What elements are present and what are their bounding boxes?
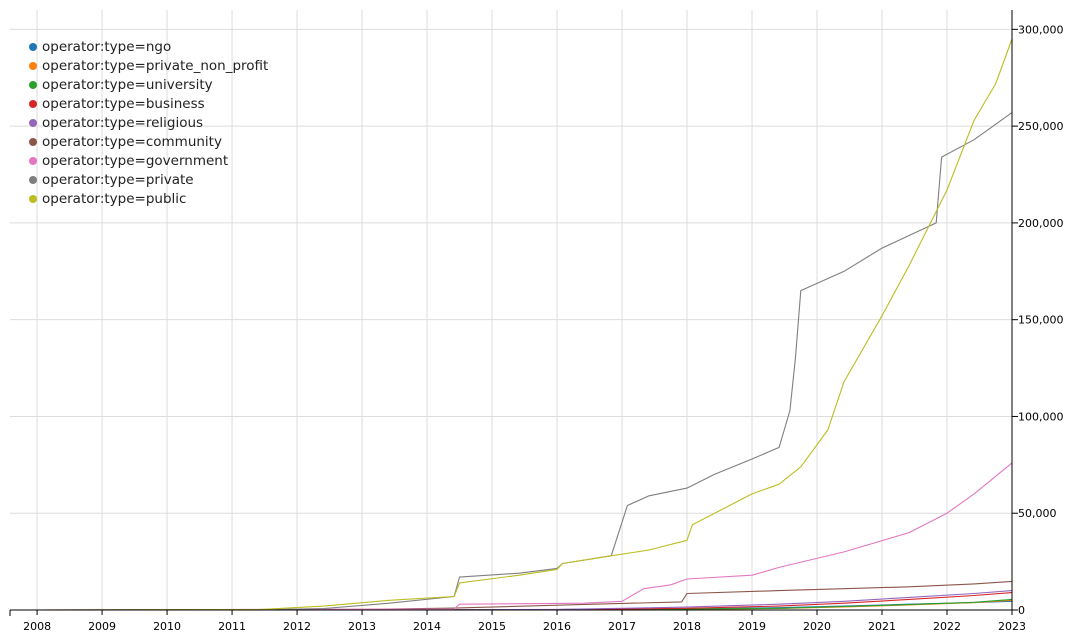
legend-swatch-icon <box>29 99 37 108</box>
legend-swatch-icon <box>29 194 37 203</box>
legend-item: operator:type=community <box>29 132 268 151</box>
x-tick-label: 2010 <box>153 620 181 633</box>
legend-item: operator:type=business <box>29 94 268 113</box>
legend-swatch-icon <box>29 156 37 165</box>
y-tick-label: 150,000 <box>1018 314 1064 327</box>
legend-swatch-icon <box>29 137 37 146</box>
legend-swatch-icon <box>29 80 37 89</box>
legend-label: operator:type=university <box>42 76 213 93</box>
y-tick-label: 250,000 <box>1018 120 1064 133</box>
x-tick-label: 2017 <box>608 620 636 633</box>
legend-item: operator:type=government <box>29 151 268 170</box>
series-line-operator-type-government <box>37 462 1013 611</box>
axes: 2008 2009 2010 2011 2012 2013 2014 2015 2016 2017… <box>9 10 1064 633</box>
legend-label: operator:type=religious <box>42 114 204 131</box>
legend-swatch-icon <box>29 118 37 127</box>
x-tick-label: 2019 <box>738 620 766 633</box>
grid-lines <box>10 10 1013 611</box>
series-line-operator-type-public <box>37 38 1013 611</box>
x-tick-label: 2022 <box>933 620 961 633</box>
legend-swatch-icon <box>29 61 37 70</box>
legend-label: operator:type=private <box>42 171 194 188</box>
x-tick-label: 2023 <box>998 620 1026 633</box>
y-tick-label: 200,000 <box>1018 217 1064 230</box>
legend-swatch-icon <box>29 42 37 51</box>
x-tick-label: 2013 <box>348 620 376 633</box>
y-tick-label: 0 <box>1018 604 1025 617</box>
x-tick-label: 2018 <box>673 620 701 633</box>
x-tick-label: 2012 <box>283 620 311 633</box>
legend: operator:type=ngo operator:type=private_n… <box>29 37 268 208</box>
x-tick-label: 2021 <box>868 620 896 633</box>
legend-label: operator:type=public <box>42 190 187 207</box>
x-tick-label: 2008 <box>23 620 51 633</box>
legend-swatch-icon <box>29 175 37 184</box>
legend-item: operator:type=university <box>29 75 268 94</box>
x-tick-label: 2011 <box>218 620 246 633</box>
legend-label: operator:type=community <box>42 133 222 150</box>
series-line-operator-type-religious <box>362 590 1013 611</box>
legend-label: operator:type=business <box>42 95 205 112</box>
legend-label: operator:type=government <box>42 152 229 169</box>
legend-label: operator:type=private_non_profit <box>42 57 269 74</box>
y-tick-label: 100,000 <box>1018 410 1064 423</box>
legend-item: operator:type=private_non_profit <box>29 56 268 75</box>
x-tick-label: 2020 <box>803 620 831 633</box>
y-tick-label: 50,000 <box>1018 507 1057 520</box>
y-tick-label: 300,000 <box>1018 23 1064 36</box>
legend-item: operator:type=ngo <box>29 37 268 56</box>
x-tick-label: 2015 <box>478 620 506 633</box>
legend-item: operator:type=religious <box>29 113 268 132</box>
legend-label: operator:type=ngo <box>42 38 172 55</box>
legend-item: operator:type=private <box>29 170 268 189</box>
x-tick-label: 2016 <box>543 620 571 633</box>
legend-item: operator:type=public <box>29 189 268 208</box>
x-tick-label: 2009 <box>88 620 116 633</box>
x-tick-label: 2014 <box>413 620 441 633</box>
